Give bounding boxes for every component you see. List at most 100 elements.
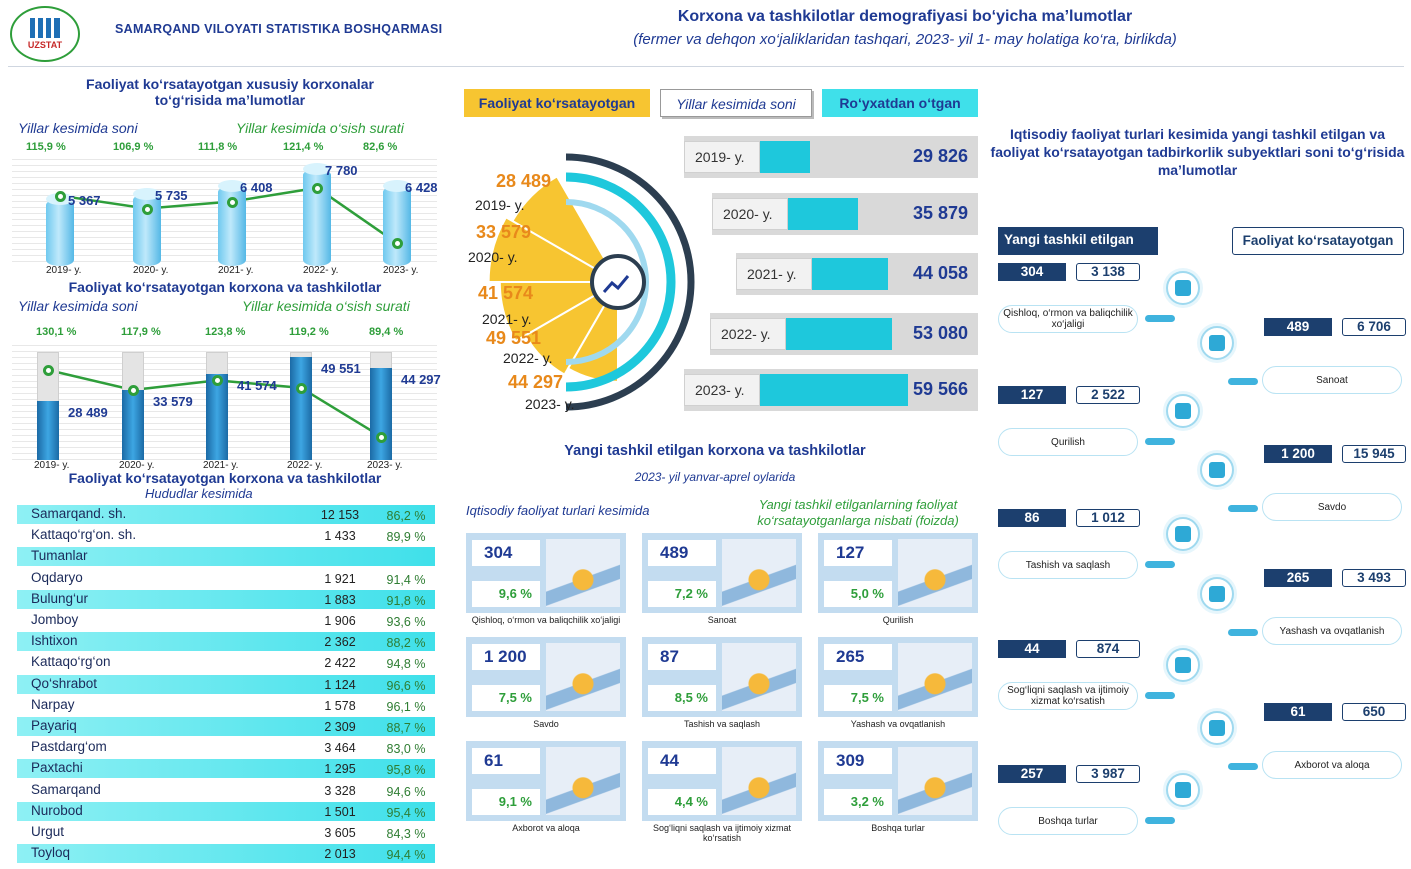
chart2-left-label: Yillar kesimida soni — [18, 298, 138, 314]
activity-tile: 1 200 7,5 % — [466, 637, 626, 717]
page-subtitle: (fermer va dehqon xo‘jaliklaridan tashqa… — [633, 31, 1177, 48]
new-count: 265 — [1264, 569, 1332, 587]
chart1-value-label: 6 428 — [405, 180, 438, 195]
table-subtitle: Hududlar kesimida — [145, 486, 253, 501]
fan-chart — [487, 153, 695, 411]
table-value: 3 605 — [324, 826, 356, 840]
table-row: Narpay 1 578 96,1 % — [17, 696, 435, 715]
table-row: Qo‘shrabot 1 124 96,6 % — [17, 674, 435, 694]
tile-pct: 7,5 % — [472, 685, 540, 711]
table-row: Bulung‘ur 1 883 91,8 % — [17, 589, 435, 609]
tile-pct: 4,4 % — [648, 789, 716, 815]
fan-value-label: 44 297 — [508, 372, 564, 392]
table-value: 3 328 — [324, 783, 356, 798]
table-pct: 96,1 % — [386, 699, 426, 714]
registered-bar — [760, 141, 810, 173]
fan-center-circle — [590, 254, 646, 310]
category-pill — [1228, 378, 1258, 385]
category-label: Yashash va ovqatlanish — [1262, 617, 1402, 645]
tile-count: 87 — [648, 644, 716, 670]
tile-caption: Sanoat — [707, 615, 737, 625]
chart1-growth-label: 121,4 % — [283, 141, 324, 153]
fan-ring-cyan — [565, 172, 676, 392]
registered-bar — [812, 258, 888, 290]
chart1-value-label: 7 780 — [325, 163, 358, 178]
category-label: Tashish va saqlash — [998, 551, 1138, 579]
new-count: 61 — [1264, 703, 1332, 721]
chart2-value-label: 44 297 — [401, 372, 441, 387]
tile-pct: 7,2 % — [648, 581, 716, 607]
table-value: 1 906 — [324, 614, 356, 628]
chart1-growth-point — [227, 196, 238, 208]
table-value: 1 295 — [324, 762, 356, 777]
active-count: 3 138 — [1076, 263, 1140, 281]
table-pct: 84,3 % — [386, 827, 426, 841]
category-label: Sog‘liqni saqlash va ijtimoiy xizmat ko‘… — [998, 682, 1138, 710]
table-value: 1 124 — [324, 677, 356, 692]
health-illustration — [722, 747, 796, 815]
chart2-growth-point — [296, 382, 307, 394]
active-count: 874 — [1076, 640, 1140, 658]
activity-tile: 309 3,2 % — [818, 741, 978, 821]
tile-count: 265 — [824, 644, 892, 670]
fan-year-label: 2021- y. — [482, 311, 532, 327]
new-period: 2023- yil yanvar-aprel oylarida — [634, 470, 796, 484]
new-count: 127 — [998, 386, 1066, 404]
table-value: 1 578 — [324, 698, 356, 713]
tile-count: 1 200 — [472, 644, 540, 670]
table-value: 2 013 — [324, 847, 356, 862]
registered-value: 44 058 — [912, 263, 968, 283]
table-pct: 93,6 % — [386, 615, 426, 629]
logo-icon — [30, 18, 60, 38]
active-count: 3 987 — [1076, 765, 1140, 783]
table-region-name: Paxtachi — [31, 760, 83, 776]
registered-row: 2021- y. 44 058 — [736, 253, 978, 295]
org-name: SAMARQAND VILOYATI STATISTIKA BOSHQARMAS… — [115, 22, 443, 36]
chart2-value-label: 28 489 — [68, 405, 108, 420]
header-divider — [8, 66, 1404, 67]
chart1-growth-point — [392, 238, 403, 250]
table-row: Samarqand 3 328 94,6 % — [17, 781, 435, 800]
new-title: Yangi tashkil etilgan korxona va tashkil… — [564, 443, 866, 459]
chart1-bar — [46, 193, 74, 266]
table-row: Paxtachi 1 295 95,8 % — [17, 759, 435, 779]
factory-illustration — [722, 539, 796, 607]
crane-icon — [1166, 394, 1200, 428]
chart1-tick-label: 2022- y. — [303, 265, 339, 276]
active-count: 15 945 — [1342, 445, 1406, 463]
tile-count: 309 — [824, 748, 892, 774]
chart1-growth-label: 82,6 % — [363, 141, 398, 153]
table-row: Tumanlar — [17, 547, 435, 567]
table-region-name: Bulung‘ur — [31, 590, 89, 606]
tile-count: 304 — [472, 540, 540, 566]
table-region-name: Qo‘shrabot — [31, 675, 98, 691]
chart2-growth-label: 123,8 % — [205, 326, 246, 338]
chart2-bar — [122, 390, 144, 460]
table-pct: 83,0 % — [386, 742, 426, 757]
table-row: Nurobod 1 501 95,4 % — [17, 801, 435, 821]
table-row: Pastdarg‘om 3 464 83,0 % — [17, 738, 435, 757]
table-value: 3 464 — [324, 741, 356, 756]
active-count: 6 706 — [1342, 318, 1406, 336]
chart2-tick-label: 2020- y. — [119, 460, 155, 471]
registered-bar — [788, 198, 858, 230]
right-title: Iqtisodiy faoliyat turlari kesimida yang… — [990, 126, 1405, 178]
table-region-name: Tumanlar — [31, 548, 88, 564]
fan-value-label: 28 489 — [496, 171, 552, 191]
farm-illustration — [546, 539, 620, 607]
fan-year-label: 2022- y. — [503, 350, 553, 366]
activity-tile: 127 5,0 % — [818, 533, 978, 613]
tile-count: 489 — [648, 540, 716, 566]
tile-count: 61 — [472, 748, 540, 774]
chart2-tick-label: 2023- y. — [367, 460, 403, 471]
table-region-name: Samarqand. sh. — [31, 506, 127, 521]
chart1-right-label: Yillar kesimida o‘sish surati — [236, 120, 404, 136]
tile-caption: Savdo — [533, 719, 559, 729]
tile-count: 127 — [824, 540, 892, 566]
table-row: Oqdaryo 1 921 91,4 % — [17, 569, 435, 588]
chart2-growth-label: 117,9 % — [121, 326, 161, 338]
table-value: 2 362 — [324, 635, 356, 650]
new-count: 489 — [1264, 318, 1332, 336]
chart2-right-label: Yillar kesimida o‘sish surati — [242, 298, 410, 314]
new-right-label: Yangi tashkil etilganlarning faoliyat ko… — [757, 497, 959, 528]
